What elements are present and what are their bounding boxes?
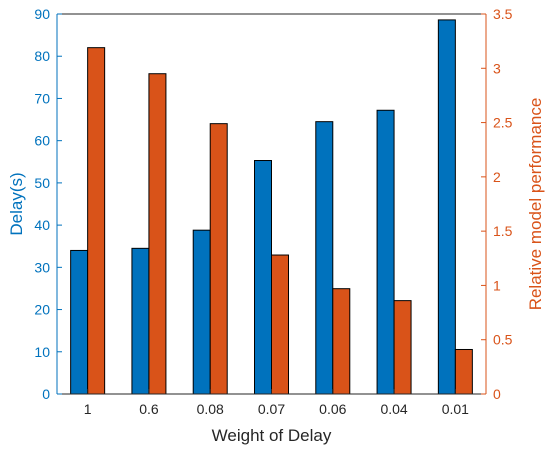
bar-delay-4 — [315, 121, 334, 395]
y-tick-label-left: 50 — [34, 175, 50, 191]
y-tick-label-left: 60 — [34, 133, 50, 149]
bar-delay-6 — [437, 19, 456, 395]
bar-performance-4 — [332, 288, 351, 395]
bars-layer — [70, 19, 473, 395]
bar-delay-0 — [70, 249, 89, 395]
y-tick-label-left: 40 — [34, 217, 50, 233]
bar-performance-0 — [87, 47, 106, 395]
x-tick-label: 0.06 — [319, 401, 346, 417]
y-tick-label-left: 90 — [34, 6, 50, 22]
y-tick-label-right: 3 — [493, 60, 501, 76]
x-tick-label: 0.04 — [380, 401, 407, 417]
y-axis-title-right: Relative model performance — [526, 98, 545, 311]
y-tick-label-left: 0 — [42, 386, 50, 402]
y-tick-label-left: 30 — [34, 259, 50, 275]
y-tick-label-right: 0.5 — [493, 332, 513, 348]
y-tick-label-left: 80 — [34, 48, 50, 64]
bar-delay-2 — [192, 229, 211, 395]
bar-delay-5 — [376, 109, 395, 395]
x-axis-title: Weight of Delay — [212, 426, 332, 445]
x-tick-label: 0.07 — [258, 401, 285, 417]
y-tick-label-left: 70 — [34, 90, 50, 106]
y-tick-label-right: 0 — [493, 386, 501, 402]
bar-performance-6 — [454, 348, 473, 395]
y-tick-label-right: 3.5 — [493, 6, 513, 22]
bar-performance-5 — [393, 300, 412, 395]
x-tick-label: 0.08 — [197, 401, 224, 417]
y-tick-label-right: 2.5 — [493, 115, 513, 131]
axes-layer: 0 10 20 30 40 50 60 70 80 90 0 0.5 1 1.5 2 2.5 3 3.5 1 0.6 0… — [34, 6, 512, 417]
bar-delay-3 — [254, 160, 272, 395]
bar-delay-1 — [131, 247, 150, 395]
bar-performance-3 — [271, 254, 289, 395]
y-tick-label-left: 10 — [34, 344, 50, 360]
bar-performance-1 — [148, 73, 167, 395]
y-tick-label-left: 20 — [34, 302, 50, 318]
y-axis-title-left: Delay(s) — [7, 172, 26, 235]
x-tick-label: 0.01 — [442, 401, 469, 417]
bar-performance-2 — [209, 123, 228, 395]
y-tick-label-right: 2 — [493, 169, 501, 185]
x-tick-label: 0.6 — [139, 401, 159, 417]
x-tick-label: 1 — [84, 401, 92, 417]
y-tick-label-right: 1 — [493, 277, 501, 293]
y-tick-label-right: 1.5 — [493, 223, 513, 239]
